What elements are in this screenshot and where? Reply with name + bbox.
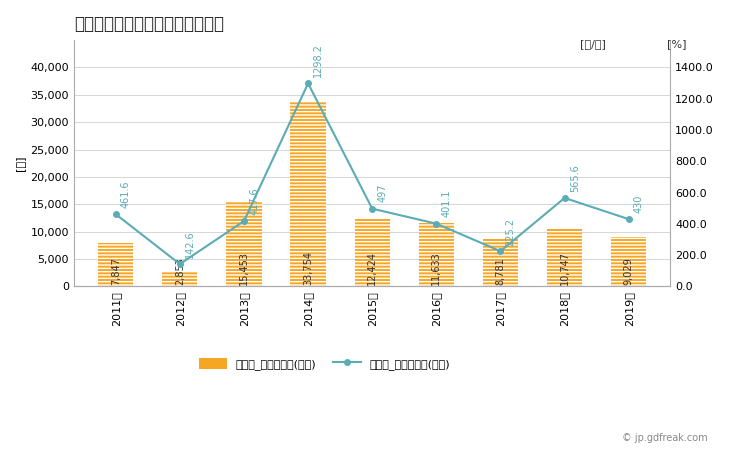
Text: [%]: [%] bbox=[667, 39, 687, 49]
Text: 33,754: 33,754 bbox=[303, 251, 313, 285]
Bar bbox=[226, 202, 262, 286]
Bar bbox=[483, 238, 518, 286]
Bar bbox=[418, 223, 454, 286]
Bar bbox=[163, 271, 198, 286]
Text: 2,853: 2,853 bbox=[175, 257, 185, 285]
Bar bbox=[547, 228, 582, 286]
Text: 565.6: 565.6 bbox=[570, 164, 580, 192]
Text: 461.6: 461.6 bbox=[121, 180, 130, 208]
Text: 401.1: 401.1 bbox=[442, 190, 451, 217]
Bar bbox=[290, 102, 326, 286]
Bar bbox=[290, 102, 326, 286]
Text: 10,747: 10,747 bbox=[560, 251, 569, 285]
Bar bbox=[483, 238, 518, 286]
Y-axis label: [㎡]: [㎡] bbox=[15, 156, 25, 171]
Text: 1298.2: 1298.2 bbox=[313, 43, 323, 77]
Bar bbox=[98, 243, 133, 286]
Bar bbox=[226, 202, 262, 286]
Text: 417.6: 417.6 bbox=[249, 187, 259, 215]
Text: 11,633: 11,633 bbox=[432, 251, 441, 285]
Text: 15,453: 15,453 bbox=[239, 251, 249, 285]
Text: 142.6: 142.6 bbox=[185, 230, 195, 258]
Bar bbox=[163, 271, 198, 286]
Bar bbox=[354, 218, 390, 286]
Text: 8,781: 8,781 bbox=[496, 257, 505, 285]
Text: 225.2: 225.2 bbox=[506, 219, 515, 247]
Bar bbox=[98, 243, 133, 286]
Text: 9,029: 9,029 bbox=[624, 257, 634, 285]
Text: 497: 497 bbox=[378, 184, 387, 202]
Bar bbox=[611, 237, 647, 286]
Text: 430: 430 bbox=[634, 194, 644, 213]
Bar bbox=[611, 237, 647, 286]
Text: © jp.gdfreak.com: © jp.gdfreak.com bbox=[622, 433, 707, 443]
Text: 7,847: 7,847 bbox=[111, 257, 121, 285]
Bar bbox=[547, 228, 582, 286]
Bar bbox=[418, 223, 454, 286]
Bar bbox=[354, 218, 390, 286]
Legend: 産業用_床面積合計(左軸), 産業用_平均床面積(右軸): 産業用_床面積合計(左軸), 産業用_平均床面積(右軸) bbox=[195, 353, 455, 374]
Text: 産業用建築物の床面積合計の推移: 産業用建築物の床面積合計の推移 bbox=[74, 15, 224, 33]
Text: 12,424: 12,424 bbox=[367, 251, 377, 285]
Text: [㎡/棟]: [㎡/棟] bbox=[580, 39, 605, 49]
